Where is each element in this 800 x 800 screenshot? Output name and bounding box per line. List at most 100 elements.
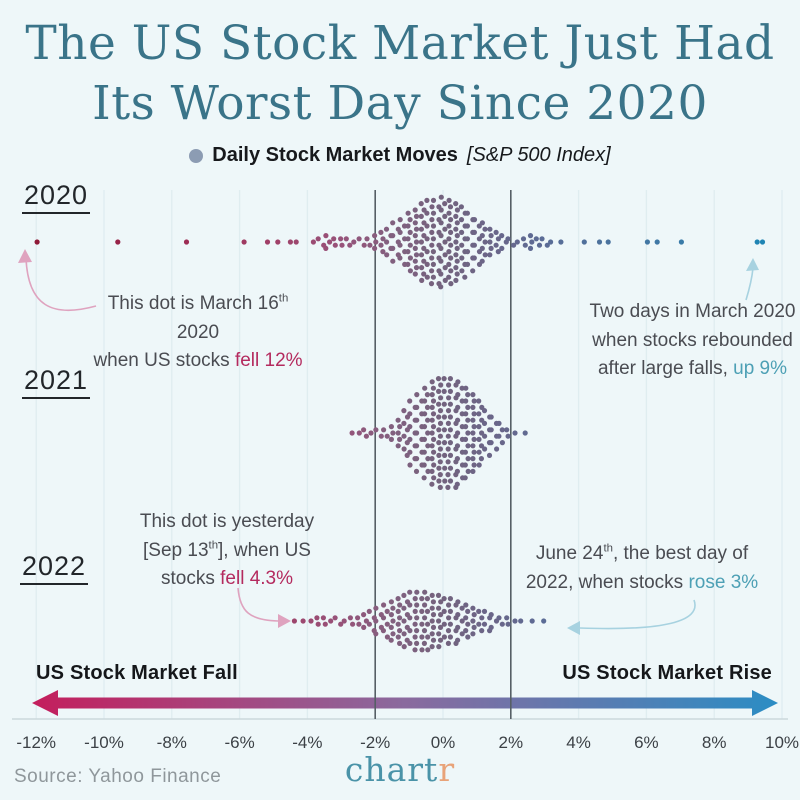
data-dot-2021 <box>407 436 413 442</box>
data-dot-2022 <box>488 612 494 618</box>
data-dot-2020 <box>438 220 444 226</box>
data-dot-2021 <box>505 433 511 439</box>
data-dot-2022 <box>422 615 428 621</box>
data-dot-2020 <box>453 226 459 232</box>
legend-sublabel: [S&P 500 Index] <box>466 144 611 166</box>
data-dot-2021 <box>438 382 444 388</box>
data-dot-2020 <box>429 255 435 261</box>
data-dot-2020 <box>471 242 477 248</box>
data-dot-2022 <box>356 621 362 627</box>
data-dot-2022 <box>414 640 420 647</box>
data-dot-2022 <box>422 602 428 608</box>
data-dot-2020 <box>315 236 321 242</box>
axis-tick-label: -4% <box>292 733 323 752</box>
data-dot-2020 <box>438 245 444 251</box>
data-dot-2022 <box>470 618 476 624</box>
data-dot-2020 <box>446 249 452 255</box>
data-dot-2021 <box>437 420 444 426</box>
data-dot-2021 <box>413 468 420 474</box>
data-dot-2022 <box>447 621 453 627</box>
data-dot-2020 <box>275 239 281 245</box>
data-dot-2022 <box>430 599 436 605</box>
data-dot-2021 <box>470 392 476 398</box>
data-dot-2021 <box>470 456 476 462</box>
data-dot-2021 <box>454 456 460 462</box>
data-dot-2021 <box>471 462 477 468</box>
data-dot-2020 <box>459 268 465 274</box>
data-dot-2022 <box>471 612 477 618</box>
data-dot-2022 <box>459 618 465 624</box>
data-dot-2020 <box>407 229 413 235</box>
data-dot-2022 <box>470 605 476 611</box>
data-dot-2022 <box>422 589 428 595</box>
data-dot-2022 <box>384 608 390 615</box>
data-dot-2021 <box>496 420 502 426</box>
data-dot-2020 <box>759 239 766 245</box>
data-dot-2022 <box>504 615 510 621</box>
chart-legend: Daily Stock Market Moves [S&P 500 Index] <box>0 144 800 167</box>
data-dot-2021 <box>407 411 413 417</box>
data-dot-2020 <box>446 223 452 229</box>
data-dot-2020 <box>459 255 465 261</box>
data-dot-2020 <box>424 210 430 216</box>
data-dot-2020 <box>347 242 353 248</box>
data-dot-2021 <box>407 424 413 430</box>
data-dot-2020 <box>405 261 411 267</box>
data-dot-2021 <box>465 417 471 423</box>
data-dot-2020 <box>581 239 587 245</box>
annotation-june24: June 24th, the best day of 2022, when st… <box>512 540 772 597</box>
data-dot-2021 <box>499 427 505 433</box>
data-dot-2021 <box>476 411 482 417</box>
data-dot-2021 <box>395 417 401 423</box>
data-dot-2022 <box>438 612 444 618</box>
data-dot-2020 <box>476 223 482 229</box>
data-dot-2022 <box>361 624 367 631</box>
data-dot-2022 <box>438 599 444 605</box>
annotation-superscript: th <box>208 539 219 552</box>
data-dot-2020 <box>421 245 427 251</box>
data-dot-2022 <box>414 628 420 634</box>
data-dot-2020 <box>464 223 470 229</box>
data-dot-2021 <box>486 452 493 458</box>
data-dot-2022 <box>471 624 477 631</box>
data-dot-2020 <box>407 242 413 248</box>
data-dot-2022 <box>366 621 372 627</box>
data-dot-2021 <box>522 430 528 436</box>
data-dot-2021 <box>395 443 401 449</box>
data-dot-2020 <box>390 233 396 239</box>
data-dot-2022 <box>441 621 447 627</box>
data-dot-2020 <box>442 239 448 245</box>
annotation-text: when US stocks <box>93 350 235 371</box>
data-dot-2022 <box>414 615 420 621</box>
data-dot-2021 <box>421 424 428 430</box>
data-dot-2020 <box>383 226 390 232</box>
data-dot-2020 <box>495 236 501 242</box>
data-dot-2021 <box>429 404 435 410</box>
data-dot-2021 <box>463 398 469 404</box>
annotation-highlight-fall: fell 4.3% <box>220 568 293 589</box>
data-dot-2020 <box>34 239 40 245</box>
data-dot-2021 <box>356 430 362 436</box>
data-dot-2020 <box>510 242 517 248</box>
data-dot-2020 <box>539 236 545 242</box>
data-dot-2021 <box>437 484 443 490</box>
data-dot-2021 <box>447 427 453 433</box>
data-dot-2021 <box>478 443 485 449</box>
data-dot-2021 <box>462 462 468 468</box>
data-dot-2022 <box>424 596 430 602</box>
data-dot-2021 <box>373 427 379 433</box>
data-dot-2021 <box>441 388 447 394</box>
data-dot-2021 <box>445 484 451 490</box>
data-dot-2020 <box>264 239 271 245</box>
data-dot-2020 <box>364 236 370 242</box>
data-dot-2021 <box>429 430 435 436</box>
data-dot-2021 <box>407 449 413 455</box>
axis-tick-label: 6% <box>634 733 659 752</box>
data-dot-2022 <box>397 602 403 608</box>
data-dot-2022 <box>512 618 518 624</box>
data-dot-2021 <box>430 424 437 430</box>
year-label-2021: 2021 <box>22 365 91 399</box>
data-dot-2021 <box>447 414 453 420</box>
data-dot-2020 <box>446 274 452 280</box>
